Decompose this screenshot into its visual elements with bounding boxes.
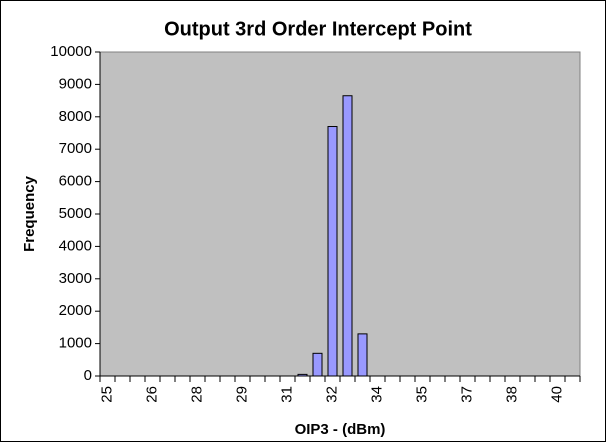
y-axis-title: Frequency [21, 175, 38, 252]
y-tick-label: 10000 [50, 43, 92, 60]
y-tick-label: 7000 [59, 140, 92, 157]
plot-area [99, 51, 581, 377]
x-tick-label: 26 [143, 386, 160, 403]
x-tick-label: 37 [458, 386, 475, 403]
y-tick-label: 5000 [59, 205, 92, 222]
y-tick-label: 0 [84, 367, 92, 384]
x-tick-label: 32 [323, 386, 340, 403]
y-tick-label: 8000 [59, 108, 92, 125]
y-tick-label: 9000 [59, 75, 92, 92]
bar [357, 333, 368, 377]
chart-title: Output 3rd Order Intercept Point [164, 18, 472, 40]
x-tick-label: 31 [278, 386, 295, 403]
x-tick-label: 28 [188, 386, 205, 403]
y-tick-label: 2000 [59, 302, 92, 319]
x-tick-label: 25 [98, 386, 115, 403]
bar [297, 373, 308, 377]
x-tick-label: 35 [413, 386, 430, 403]
y-tick-label: 3000 [59, 270, 92, 287]
y-tick-label: 6000 [59, 173, 92, 190]
x-tick-label: 38 [503, 386, 520, 403]
x-axis-title: OIP3 - (dBm) [295, 421, 386, 438]
bar [327, 126, 338, 377]
bar [312, 352, 323, 377]
x-tick-label: 40 [548, 386, 565, 403]
bar [342, 95, 353, 377]
x-tick-label: 29 [233, 386, 250, 403]
x-tick-label: 34 [368, 386, 385, 403]
y-tick-label: 1000 [59, 335, 92, 352]
y-tick-label: 4000 [59, 237, 92, 254]
